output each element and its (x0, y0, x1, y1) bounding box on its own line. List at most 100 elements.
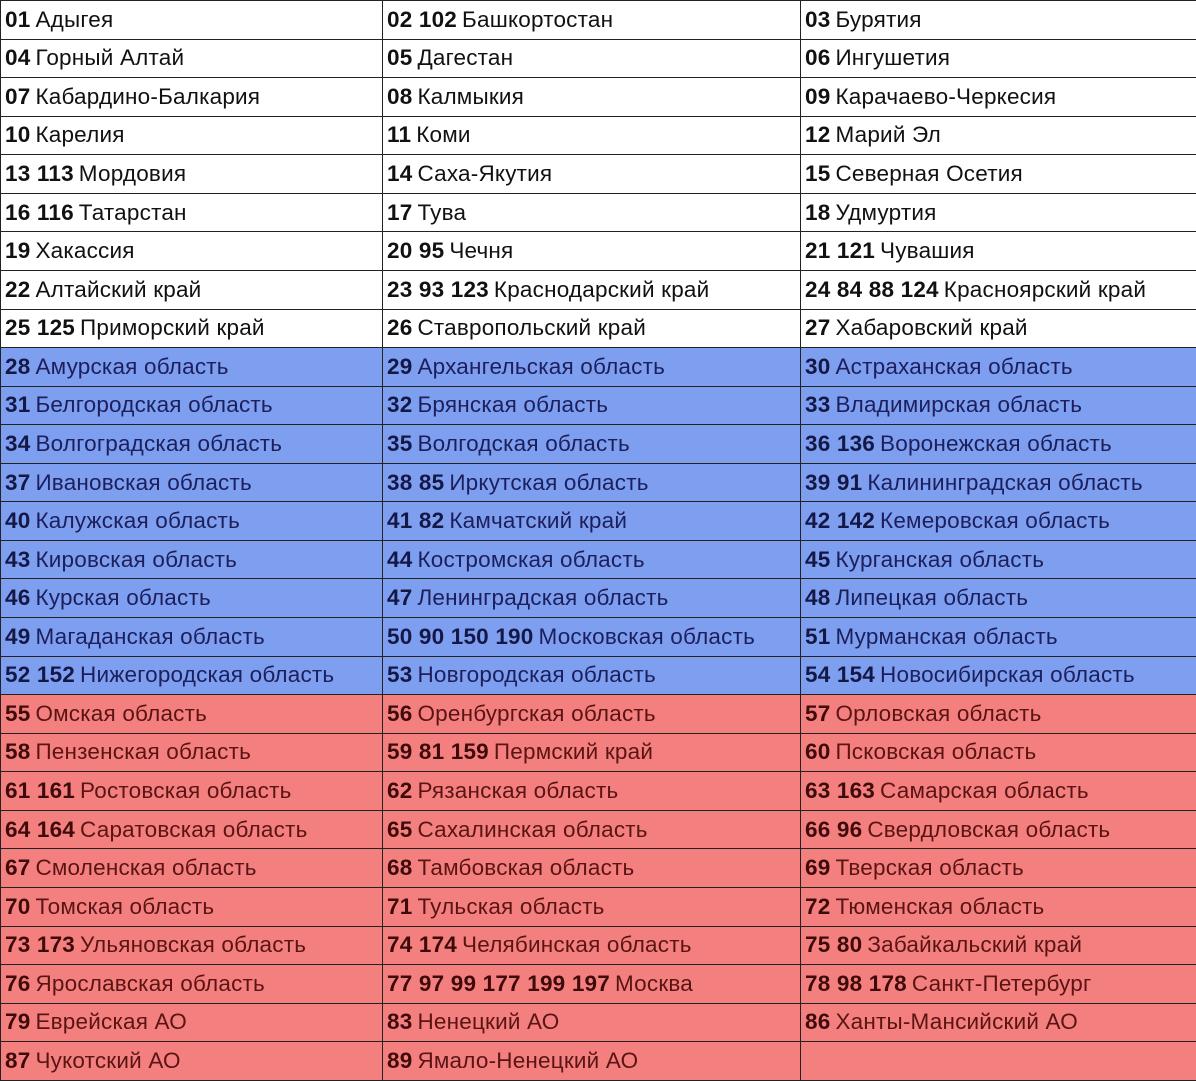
region-name: Приморский край (80, 315, 265, 340)
region-name: Астраханская область (835, 354, 1072, 379)
region-code: 25 125 (5, 315, 75, 340)
region-name: Сахалинская область (417, 817, 647, 842)
region-name: Карачаево-Черкесия (835, 84, 1056, 109)
region-code: 66 96 (805, 817, 862, 842)
region-name: Ульяновская область (80, 932, 306, 957)
region-code: 28 (5, 354, 30, 379)
region-code: 87 (5, 1048, 30, 1073)
region-code: 21 121 (805, 238, 875, 263)
region-name: Карелия (35, 122, 124, 147)
region-code: 04 (5, 45, 30, 70)
region-name: Ингушетия (835, 45, 950, 70)
region-name: Белгородская область (35, 392, 272, 417)
region-code: 11 (387, 122, 411, 147)
region-code: 18 (805, 200, 830, 225)
region-name: Волгоградская область (35, 431, 282, 456)
region-code: 32 (387, 392, 412, 417)
region-name: Северная Осетия (835, 161, 1022, 186)
region-name: Липецкая область (835, 585, 1028, 610)
region-name: Бурятия (835, 7, 921, 32)
region-code: 37 (5, 470, 30, 495)
region-name: Орловская область (835, 701, 1041, 726)
region-code: 47 (387, 585, 412, 610)
region-code: 59 81 159 (387, 739, 489, 764)
region-name: Самарская область (880, 778, 1089, 803)
region-name: Ростовская область (80, 778, 292, 803)
region-name: Санкт-Петербург (912, 971, 1091, 996)
region-name: Пермский край (494, 739, 653, 764)
region-name: Саратовская область (80, 817, 307, 842)
region-name: Ивановская область (35, 470, 251, 495)
region-name: Тюменская область (835, 894, 1044, 919)
region-code: 34 (5, 431, 30, 456)
region-code: 48 (805, 585, 830, 610)
region-name: Псковская область (835, 739, 1036, 764)
region-code: 13 113 (5, 161, 74, 186)
region-code: 76 (5, 971, 30, 996)
region-name: Алтайский край (35, 277, 201, 302)
region-code: 35 (387, 431, 412, 456)
region-code: 50 90 150 190 (387, 624, 534, 649)
region-code: 70 (5, 894, 30, 919)
region-cell (801, 1042, 1196, 1081)
region-code: 30 (805, 354, 830, 379)
region-name: Татарстан (79, 200, 187, 225)
region-code: 17 (387, 200, 412, 225)
region-code: 71 (387, 894, 412, 919)
region-code: 65 (387, 817, 412, 842)
region-name: Архангельская область (417, 354, 665, 379)
region-code: 38 85 (387, 470, 444, 495)
region-code: 75 80 (805, 932, 862, 957)
region-name: Удмуртия (835, 200, 936, 225)
region-code: 56 (387, 701, 412, 726)
region-code: 58 (5, 739, 30, 764)
region-name: Ленинградская область (417, 585, 668, 610)
region-code: 20 95 (387, 238, 444, 263)
region-code: 10 (5, 122, 30, 147)
region-code: 27 (805, 315, 830, 340)
region-name: Оренбургская область (417, 701, 655, 726)
region-code: 44 (387, 547, 412, 572)
region-code: 72 (805, 894, 830, 919)
region-name: Владимирская область (835, 392, 1082, 417)
region-name: Тульская область (417, 894, 604, 919)
region-name: Мурманская область (835, 624, 1057, 649)
